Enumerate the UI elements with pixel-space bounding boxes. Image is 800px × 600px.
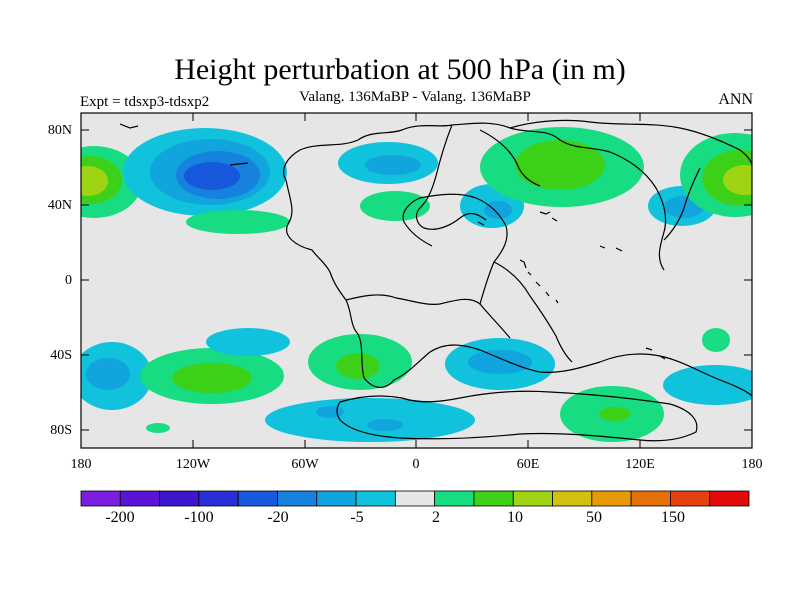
contour-blob [184, 162, 240, 190]
colorbar-box [591, 490, 632, 507]
contour-blob [316, 406, 344, 418]
colorbar-box [316, 490, 357, 507]
islands [119, 123, 666, 360]
island-fragment [119, 123, 139, 129]
coastline-antarctica [336, 390, 698, 442]
coastline-kamchatka [663, 167, 701, 241]
contour-blob [468, 350, 532, 374]
contour-blob [365, 155, 421, 175]
colorbar-box [355, 490, 396, 507]
colorbar-box [119, 490, 160, 507]
colorbar-box [434, 490, 475, 507]
island-fragment [527, 271, 532, 276]
contour-fills [81, 127, 752, 442]
island-fragment [615, 247, 623, 252]
contour-blob [360, 191, 430, 221]
coastline-africa-east [493, 261, 573, 363]
season-label: ANN [718, 91, 753, 108]
island-fragment [229, 162, 249, 166]
colorbar-box [198, 490, 239, 507]
contour-blob [146, 423, 170, 433]
coastline-south-a [345, 294, 511, 339]
coastline-antarctic-link [429, 344, 601, 373]
contour-blob [702, 328, 730, 352]
contour-blob [515, 140, 605, 190]
y-tick-label: 40N [47, 198, 72, 213]
colorbar-box [80, 490, 121, 507]
coastline-greenland [479, 129, 541, 187]
x-tick-label: 0 [412, 457, 420, 472]
contour-blob [86, 358, 130, 390]
colorbar-label: -200 [105, 509, 135, 526]
chart-title: Height perturbation at 500 hPa (in m) [174, 53, 626, 86]
coastline-north-america [283, 124, 453, 301]
coastline-asia-north [509, 119, 752, 167]
colorbar-box [552, 490, 593, 507]
chart-subtitle: Valang. 136MaBP - Valang. 136MaBP [299, 89, 531, 105]
colorbar-box [630, 490, 671, 507]
island-fragment [477, 221, 485, 226]
island-fragment [519, 259, 527, 269]
contour-blob [206, 328, 290, 356]
contour-blob [367, 419, 403, 431]
colorbar-label: -20 [267, 509, 289, 526]
island-fragment [599, 245, 606, 249]
island-fragment [659, 355, 666, 360]
colorbar-box [237, 490, 278, 507]
coastline-europe [415, 124, 487, 230]
colorbar-label: 50 [586, 509, 602, 526]
colorbar-box [670, 490, 711, 507]
contour-blob [723, 165, 752, 195]
y-tick-label: 80N [47, 123, 72, 138]
contour-blob [186, 210, 290, 234]
island-fragment [535, 281, 541, 287]
contour-blob [663, 365, 752, 405]
contour-blob [81, 166, 108, 196]
contour-blob [336, 353, 380, 379]
x-tick-label: 180 [70, 457, 92, 472]
x-tick-label: 120W [175, 457, 211, 472]
colorbar-box [473, 490, 514, 507]
contour-blob [599, 407, 631, 421]
y-tick-label: 0 [65, 273, 72, 288]
colorbar-label: 150 [661, 509, 685, 526]
coastline-eurasia [451, 122, 667, 271]
island-fragment [539, 211, 551, 215]
colorbar-label: 10 [507, 509, 523, 526]
colorbar-label: 2 [432, 509, 440, 526]
colorbar-label: -5 [350, 509, 364, 526]
coastlines [283, 119, 752, 442]
coastline-india-australia [599, 353, 752, 397]
colorbar-box [709, 490, 750, 507]
coastline-central-a [345, 299, 431, 388]
y-tick-label: 40S [50, 348, 72, 363]
x-tick-label: 120E [625, 457, 655, 472]
colorbar-box [277, 490, 318, 507]
colorbar-label: -100 [184, 509, 214, 526]
island-fragment [551, 217, 558, 222]
colorbar [80, 490, 750, 507]
x-tick-label: 180 [741, 457, 763, 472]
contour-blob [484, 201, 512, 219]
axis-ticks [81, 113, 752, 448]
x-tick-label: 60W [291, 457, 319, 472]
colorbar-box [394, 490, 436, 507]
colorbar-box [512, 490, 553, 507]
colorbar-box [159, 490, 200, 507]
contour-blob [172, 363, 252, 393]
y-tick-label: 80S [50, 423, 72, 438]
island-fragment [555, 299, 559, 304]
experiment-label: Expt = tdsxp3-tdsxp2 [80, 94, 210, 110]
contour-blob [265, 398, 475, 442]
x-tick-label: 60E [516, 457, 540, 472]
island-fragment [545, 291, 550, 297]
island-fragment [645, 347, 653, 351]
